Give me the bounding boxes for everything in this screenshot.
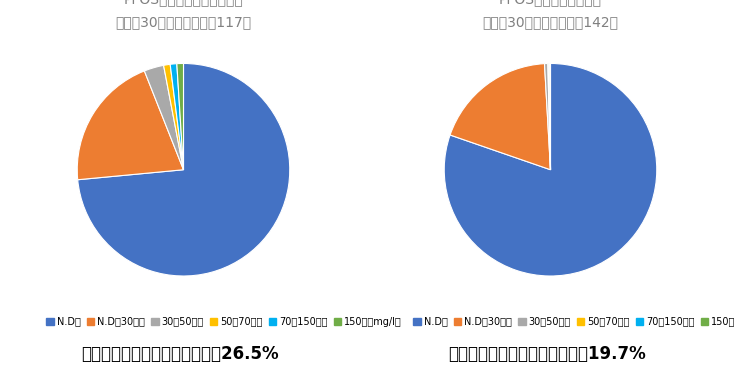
Wedge shape [177,63,184,170]
Wedge shape [77,71,184,180]
Title: PFOSが検出された浄水
（平成30年／測定地点数142）: PFOSが検出された浄水 （平成30年／測定地点数142） [482,0,619,29]
Legend: N.D．, N.D超30以下, 30超50以下, 50超70以下, 70超150以下, 150超（mg/l）: N.D．, N.D超30以下, 30超50以下, 50超70以下, 70超150… [43,313,406,331]
Text: 定量下限以上で検出された割合19.7%: 定量下限以上で検出された割合19.7% [448,345,646,363]
Text: 定量下限以上で検出された割合26.5%: 定量下限以上で検出された割合26.5% [81,345,279,363]
Wedge shape [164,64,184,170]
Wedge shape [170,64,184,170]
Wedge shape [545,63,550,170]
Wedge shape [450,63,550,170]
Wedge shape [78,63,290,276]
Wedge shape [145,65,184,170]
Title: PFOSが検出された水道原水
（平成30年／測定地点数117）: PFOSが検出された水道原水 （平成30年／測定地点数117） [115,0,252,29]
Wedge shape [444,63,657,276]
Legend: N.D．, N.D超30以下, 30超50以下, 50超70以下, 70超150以下, 150超（mg/l）: N.D．, N.D超30以下, 30超50以下, 50超70以下, 70超150… [410,313,734,331]
Wedge shape [549,63,550,170]
Wedge shape [548,63,550,170]
